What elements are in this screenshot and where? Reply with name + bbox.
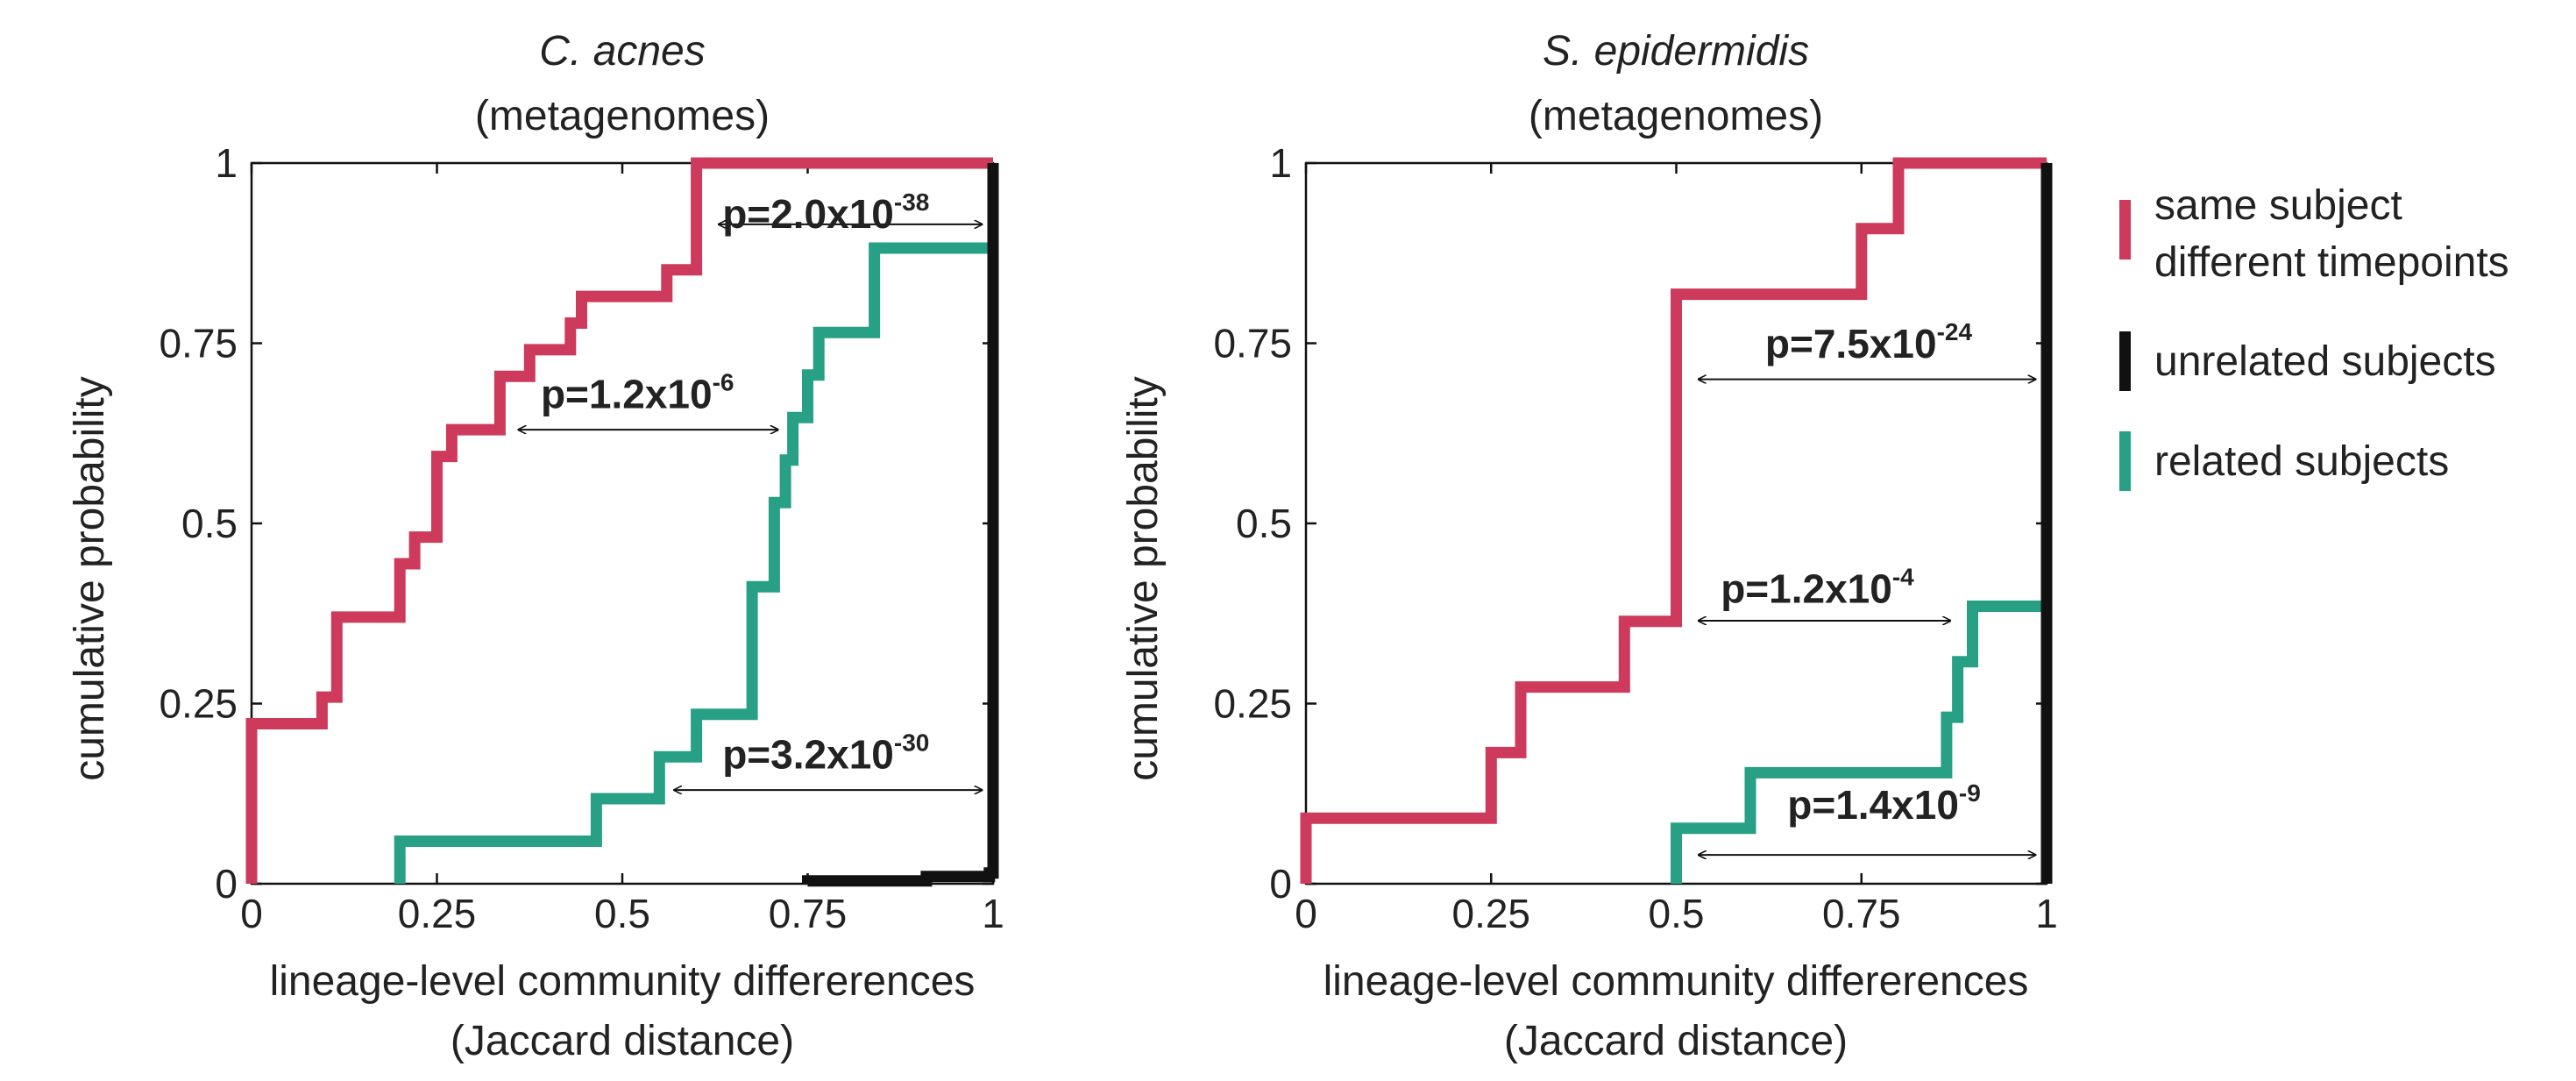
chart-subtitle: (metagenomes) [1529, 93, 1823, 139]
series-line-same-subject-different-timepoints [245, 157, 993, 884]
legend: same subject different timepoints unrela… [2119, 182, 2509, 491]
chart-title: S. epidermidis [1543, 28, 1809, 75]
legend-label: related subjects [2154, 438, 2449, 485]
y-tick-label: 0 [1269, 861, 1292, 907]
p-value-annotation: p=1.2x10-4 [1721, 563, 1914, 611]
series-line-unrelated-subjects [802, 163, 999, 887]
legend-swatch [2119, 431, 2131, 491]
x-tick-label: 0.25 [1451, 891, 1530, 936]
x-tick-label: 0.75 [1822, 891, 1901, 936]
legend-item-related-subjects: related subjects [2119, 431, 2449, 491]
x-tick-label: 1 [2035, 891, 2058, 936]
x-axis-label-units: (Jaccard distance) [1504, 1018, 1848, 1064]
x-tick-label: 0 [1295, 891, 1317, 936]
p-value-annotation: p=7.5x10-24 [1765, 318, 1973, 366]
chart-panel-cacnes: C. acnes (metagenomes) cumulative probab… [67, 28, 1004, 1064]
legend-label: unrelated subjects [2154, 338, 2496, 385]
legend-label: different timepoints [2154, 239, 2509, 286]
x-tick-label: 0.25 [398, 891, 477, 936]
y-tick-label: 0 [215, 861, 238, 907]
x-axis-label-units: (Jaccard distance) [451, 1018, 794, 1064]
x-tick-label: 0.75 [769, 891, 848, 936]
x-tick-label: 1 [982, 891, 1004, 936]
chart-panel-sepi: S. epidermidis (metagenomes) cumulative … [1120, 28, 2058, 1064]
x-axis-label: lineage-level community differerences [1323, 958, 2029, 1005]
legend-item-unrelated-subjects: unrelated subjects [2119, 331, 2496, 391]
y-tick-label: 0.25 [1213, 681, 1292, 727]
series-line-related-subjects [394, 242, 993, 884]
y-tick-label: 0.25 [159, 681, 238, 727]
y-tick-label: 1 [1269, 140, 1292, 186]
p-value-annotation: p=2.0x10-38 [722, 188, 929, 237]
legend-swatch [2119, 331, 2131, 391]
chart-subtitle: (metagenomes) [475, 93, 770, 139]
x-tick-label: 0.5 [1649, 891, 1705, 936]
plot-area: 0 0.25 0.5 0.75 1 0 0.25 0.5 0.75 1 p=7.5x10-24 p=1… [1213, 140, 2057, 936]
x-axis-label: lineage-level community differerences [270, 958, 976, 1005]
p-value-annotation: p=1.2x10-6 [541, 368, 734, 416]
p-value-annotation: p=3.2x10-30 [722, 729, 929, 777]
x-tick-label: 0 [240, 891, 263, 936]
y-tick-label: 0.5 [181, 501, 238, 546]
chart-title: C. acnes [539, 28, 705, 75]
y-axis-label: cumulative probability [1120, 376, 1167, 781]
plot-area: 0 0.25 0.5 0.75 1 0 0.25 0.5 0.75 1 p=2.0x10-38 p=1… [159, 140, 1004, 936]
x-tick-label: 0.5 [594, 891, 650, 936]
y-axis-label: cumulative probability [67, 376, 113, 781]
series-line-same-subject-different-timepoints [1300, 157, 2047, 884]
series-line-related-subjects [1671, 601, 2047, 884]
y-tick-label: 0.75 [1213, 321, 1292, 366]
legend-swatch [2119, 200, 2131, 260]
y-tick-label: 0.5 [1236, 501, 1292, 546]
p-value-annotation: p=1.4x10-9 [1787, 779, 1981, 828]
legend-item-same-subject: same subject different timepoints [2119, 182, 2509, 286]
y-tick-label: 0.75 [159, 321, 238, 366]
y-tick-label: 1 [215, 140, 238, 186]
legend-label: same subject [2154, 182, 2402, 229]
